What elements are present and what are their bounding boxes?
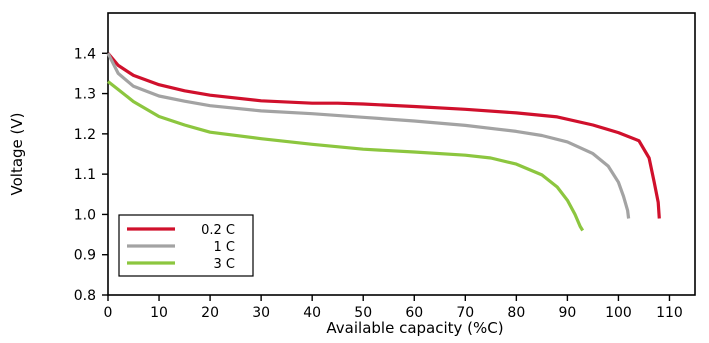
- legend-label-3-c: 3 C: [214, 257, 235, 272]
- legend-label-1-c: 1 C: [214, 240, 235, 255]
- legend: 0.2 C 1 C 3 C: [118, 214, 254, 277]
- series-lines: [106, 52, 661, 232]
- x-tick-label: 30: [252, 305, 270, 321]
- y-tick-label: 1.1: [74, 167, 96, 183]
- y-tick-label: 0.8: [74, 288, 96, 304]
- series-line-3-c: [107, 80, 585, 232]
- x-tick-label: 80: [507, 305, 525, 321]
- x-axis-ticks: 0 10 20 30 40 50 60 70 80 90 100 110: [104, 295, 683, 321]
- x-tick-label: 70: [456, 305, 474, 321]
- y-tick-label: 1.2: [74, 127, 96, 143]
- x-tick-label: 110: [656, 305, 683, 321]
- y-tick-label: 0.9: [74, 248, 96, 264]
- x-tick-label: 10: [150, 305, 168, 321]
- x-tick-label: 100: [605, 305, 632, 321]
- y-tick-label: 1.0: [74, 207, 96, 223]
- x-tick-label: 40: [303, 305, 321, 321]
- x-tick-label: 50: [354, 305, 372, 321]
- series-line-1-c: [106, 52, 631, 219]
- x-tick-label: 60: [405, 305, 423, 321]
- y-tick-label: 1.3: [74, 87, 96, 103]
- y-axis-title: Voltage (V): [8, 113, 26, 196]
- y-tick-label: 1.4: [74, 46, 96, 62]
- x-tick-label: 90: [558, 305, 576, 321]
- x-tick-label: 0: [104, 305, 113, 321]
- series-line-0-2-c: [106, 52, 661, 219]
- y-axis-ticks: 0.8 0.9 1.0 1.1 1.2 1.3 1.4: [74, 46, 108, 304]
- legend-label-0-2-c: 0.2 C: [201, 223, 235, 238]
- x-axis-title: Available capacity (%C): [326, 319, 503, 337]
- x-tick-label: 20: [201, 305, 219, 321]
